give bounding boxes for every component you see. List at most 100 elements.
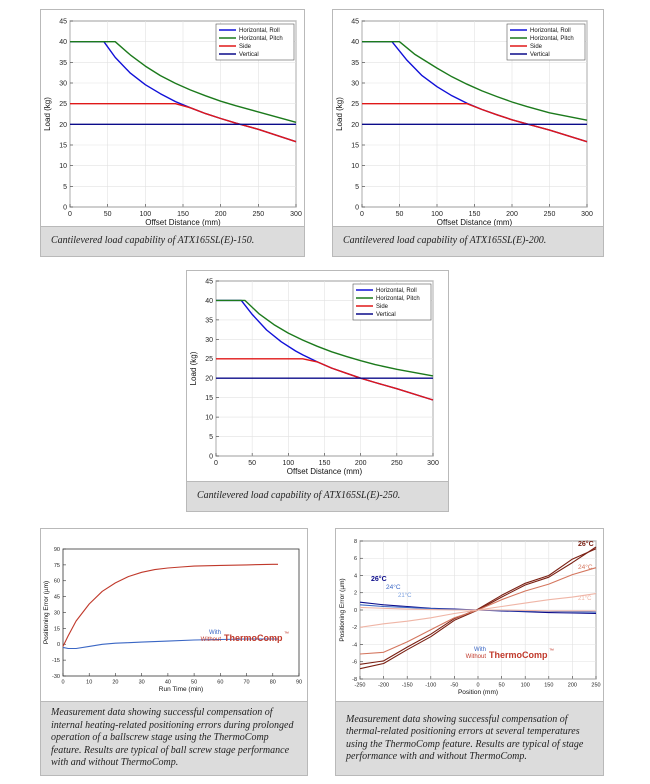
position-error-chart: -250 -200 -150 -100 -50 0 50 100 150 200 250 -8 -6 -4… [339,539,601,696]
x-tick-label: 50 [104,211,112,218]
legend-entry: Horizontal, Pitch [376,296,420,302]
y-tick-label: 6 [354,556,357,562]
y-axis-label: Positioning Error (µm) [43,581,50,644]
y-tick-label: 60 [54,579,60,585]
legend-entry: Side [239,44,252,50]
caption-250: Cantilevered load capability of ATX165SL… [187,481,448,511]
x-tick-label: -200 [378,683,389,689]
with-label: With [209,630,221,636]
x-tick-label: 150 [319,460,331,467]
x-tick-label: 250 [544,211,556,218]
y-tick-label: 15 [351,142,359,149]
x-tick-label: 50 [499,683,505,689]
y-tick-label: -8 [352,677,357,683]
y-tick-label: 20 [205,376,213,383]
x-tick-label: 50 [191,680,197,686]
legend-entry: Vertical [376,312,396,318]
y-tick-label: 0 [354,608,357,614]
legend-entry: Horizontal, Pitch [530,36,574,42]
y-tick-label: 35 [205,317,213,324]
x-tick-label: 200 [568,683,577,689]
y-tick-label: -15 [52,658,60,664]
y-tick-label: 35 [59,60,67,67]
x-tick-label: 100 [139,211,151,218]
x-tick-label: 150 [469,211,481,218]
y-tick-label: 25 [59,101,67,108]
y-tick-label: 15 [205,395,213,402]
legend-entry: Horizontal, Roll [530,28,571,34]
series-line [70,41,297,123]
y-tick-label: 30 [54,610,60,616]
caption-150: Cantilevered load capability of ATX165SL… [41,226,304,256]
y-tick-label: 40 [59,39,67,46]
x-tick-label: 100 [282,460,294,467]
runtime-error-chart: 0 10 20 30 40 50 60 70 80 90 -30 -15 0 15 30 45 60 75 90 Ru… [43,547,302,693]
t24-left-label: 24°C [386,583,401,591]
x-tick-label: 20 [112,680,118,686]
y-tick-label: 45 [205,278,213,285]
y-tick-label: 4 [354,573,357,579]
y-tick-label: -4 [352,642,357,648]
x-tick-label: 300 [581,211,593,218]
x-tick-label: 250 [252,211,264,218]
x-tick-label: -50 [450,683,458,689]
y-tick-label: 75 [54,563,60,569]
load-chart-150: 0 50 100 150 200 250 300 0 5 10 15 20 25 30 35 40 45 Offs… [43,18,302,227]
t24-right-label: 24°C [578,563,593,571]
y-tick-label: 15 [54,626,60,632]
y-tick-label: 15 [59,142,67,149]
y-axis-label: Load (kg) [43,97,52,131]
with-label: With [474,647,486,653]
y-tick-label: 25 [205,356,213,363]
x-axis-label: Offset Distance (mm) [287,467,363,476]
y-tick-label: 0 [57,642,60,648]
y-tick-label: 30 [351,80,359,87]
x-tick-label: 90 [296,680,302,686]
trademark-symbol: ™ [284,631,289,637]
x-tick-label: 300 [427,460,439,467]
y-tick-label: 2 [354,591,357,597]
y-tick-label: 20 [351,122,359,129]
x-tick-label: 200 [355,460,367,467]
y-tick-label: 5 [209,434,213,441]
y-tick-label: 30 [59,80,67,87]
y-tick-label: 35 [351,60,359,67]
x-tick-label: 40 [165,680,171,686]
thermocomp-brand: ThermoComp [489,650,548,660]
y-tick-label: 45 [54,595,60,601]
y-tick-label: 20 [59,122,67,129]
y-tick-label: 10 [59,163,67,170]
x-tick-label: 60 [217,680,223,686]
y-tick-label: 90 [54,547,60,553]
series-line [216,299,434,377]
x-tick-label: 0 [476,683,479,689]
x-tick-label: 0 [68,211,72,218]
y-tick-label: 30 [205,337,213,344]
x-tick-label: -150 [402,683,413,689]
x-axis-label: Run Time (min) [159,686,203,693]
x-axis-label: Offset Distance (mm) [145,218,221,227]
x-tick-label: 30 [139,680,145,686]
x-tick-label: 200 [506,211,518,218]
y-tick-label: 40 [205,298,213,305]
series-line [216,358,434,401]
legend-entry: Horizontal, Pitch [239,36,283,42]
load-chart-250: 0 50 100 150 200 250 300 0 5 10 15 20 25 30 35 40 45 Offs… [189,278,439,476]
position-panel: -250 -200 -150 -100 -50 0 50 100 150 200 250 -8 -6 -4… [335,528,604,776]
plot-area [62,548,300,677]
y-tick-label: 45 [59,18,67,25]
x-tick-label: 0 [61,680,64,686]
series-line [359,548,597,665]
x-tick-label: 150 [177,211,189,218]
x-tick-label: 100 [431,211,443,218]
x-tick-label: 80 [270,680,276,686]
x-tick-label: 0 [214,460,218,467]
x-tick-label: 70 [243,680,249,686]
legend-entry: Horizontal, Roll [376,288,417,294]
y-axis-label: Load (kg) [335,97,344,131]
x-tick-label: 200 [215,211,227,218]
series-line [62,563,278,647]
trademark-symbol: ™ [549,648,554,654]
x-tick-label: 50 [396,211,404,218]
chart-panel-150: 0 50 100 150 200 250 300 0 5 10 15 20 25 30 35 40 45 Offs… [40,9,305,257]
